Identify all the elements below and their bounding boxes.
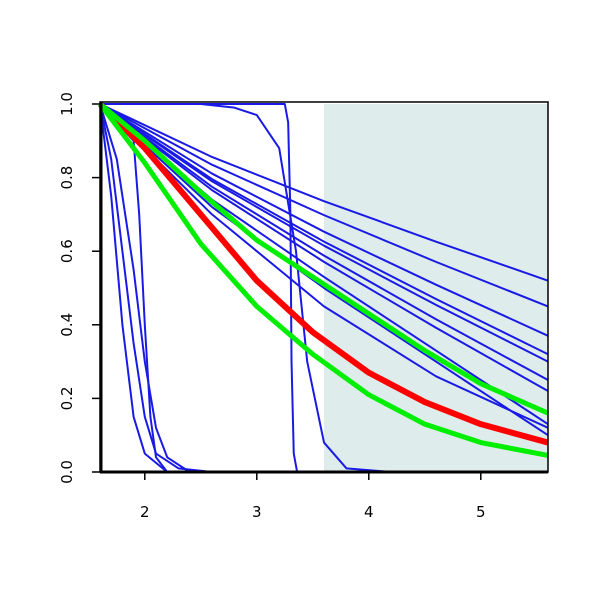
x-tick-label: 3: [252, 503, 262, 521]
curve: [99, 103, 549, 308]
curve: [98, 102, 549, 458]
curve: [99, 103, 549, 392]
curve: [99, 103, 549, 356]
curve: [100, 103, 548, 473]
curve: [98, 102, 550, 416]
curve: [99, 103, 549, 381]
curve: [97, 101, 549, 446]
y-tick-label: 0.2: [58, 386, 76, 410]
y-tick-label: 1.0: [58, 92, 76, 116]
x-tick-label: 4: [364, 503, 374, 521]
curve: [99, 103, 549, 437]
y-tick-label: 0.6: [58, 239, 76, 263]
y-tick-label: 0.4: [58, 313, 76, 337]
curve: [99, 103, 549, 337]
curve: [99, 103, 549, 282]
x-tick-label: 2: [140, 503, 150, 521]
curve: [100, 103, 548, 473]
x-tick-label: 5: [476, 503, 486, 521]
y-tick-label: 0.0: [58, 460, 76, 484]
curve: [99, 103, 549, 363]
curve: [99, 103, 549, 429]
highlight-region: [324, 104, 548, 472]
curve: [99, 103, 548, 473]
y-tick-label: 0.8: [58, 166, 76, 190]
